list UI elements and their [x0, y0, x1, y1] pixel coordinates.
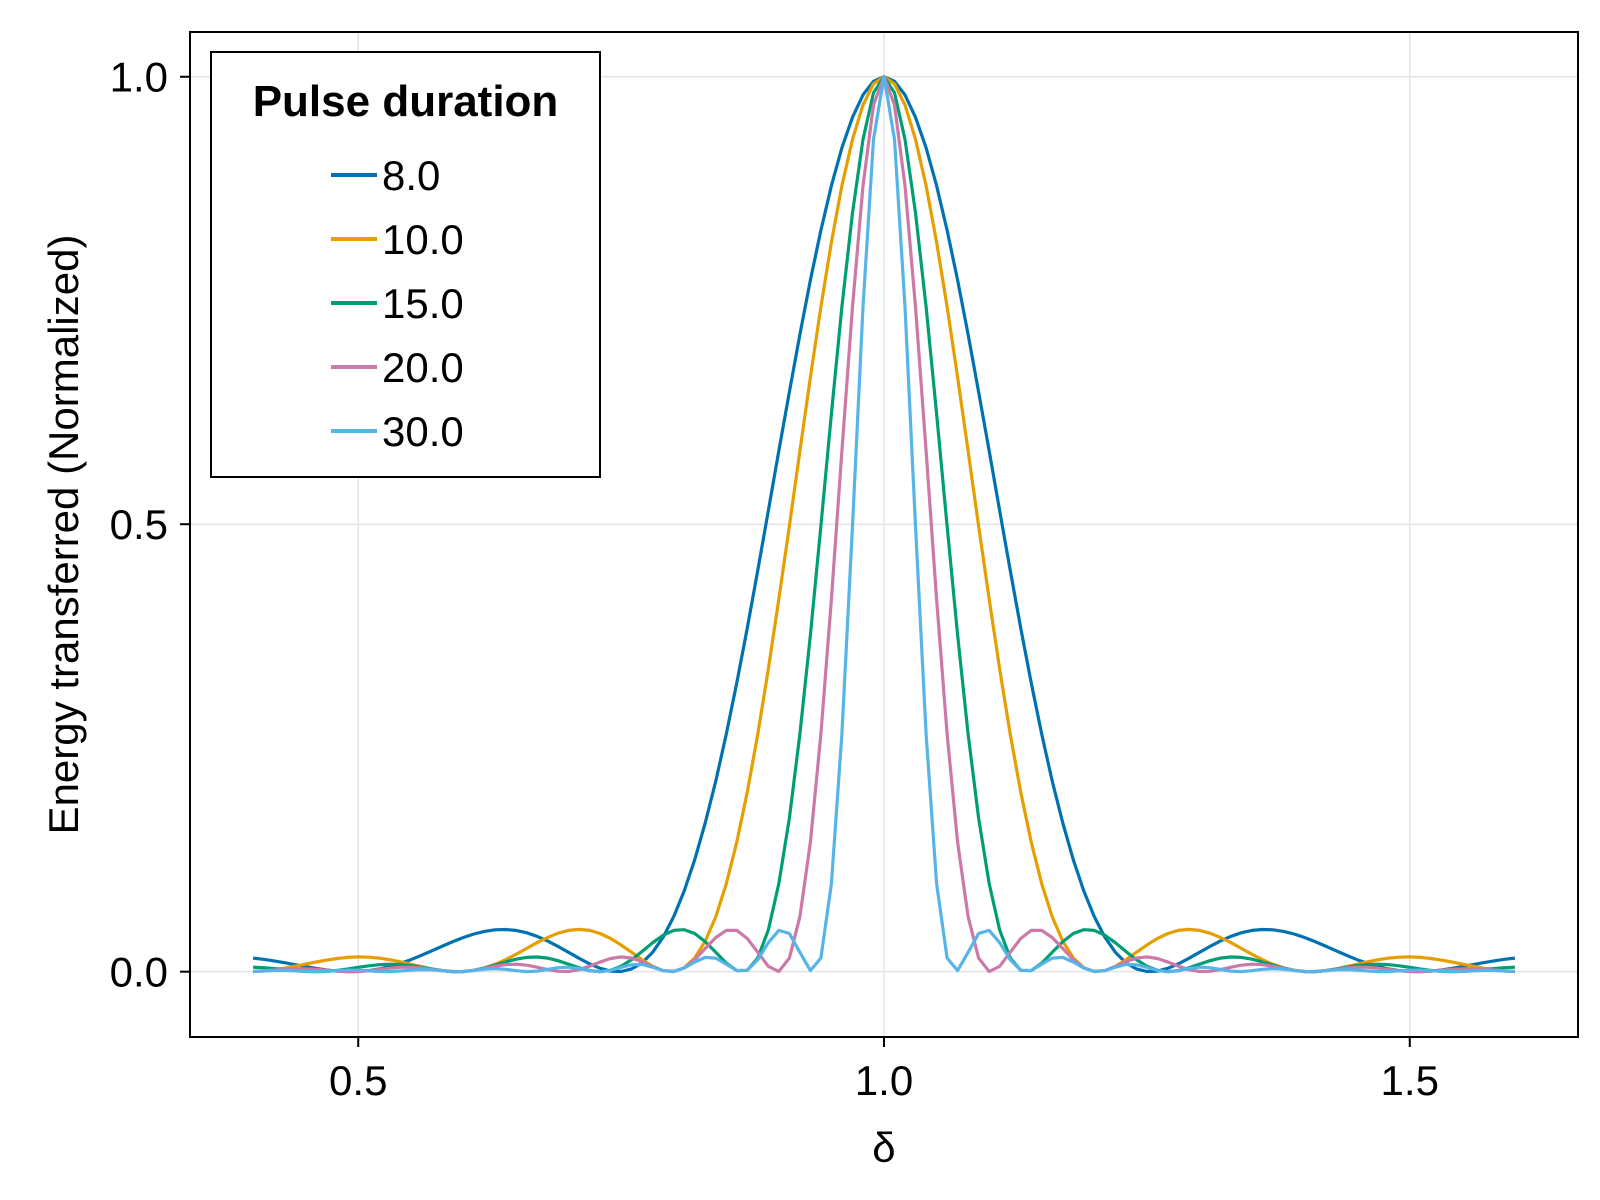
y-tick-label: 1.0: [110, 54, 168, 101]
legend-label-10.0: 10.0: [382, 216, 464, 263]
x-tick-label: 1.5: [1381, 1057, 1439, 1104]
legend-label-8.0: 8.0: [382, 152, 440, 199]
legend-box: [210, 51, 601, 478]
series-lines: [252, 75, 1516, 974]
y-tick-label: 0.5: [110, 501, 168, 548]
series-line-30.0: [253, 75, 1515, 974]
x-tick-label: 1.0: [855, 1057, 913, 1104]
legend-label-20.0: 20.0: [382, 344, 464, 391]
y-axis-label: Energy transferred (Normalized): [40, 235, 87, 835]
axis-ticks: 0.5 1.0 1.5 0.0 0.5 1.0: [110, 54, 1439, 1104]
legend-title: Pulse duration: [253, 77, 559, 126]
legend: Pulse duration 8.0 10.0 15.0 20.0 30.0: [210, 51, 601, 478]
legend-items: 8.0 10.0 15.0 20.0 30.0: [331, 152, 464, 455]
y-tick-label: 0.0: [110, 949, 168, 996]
x-axis-label: δ: [872, 1124, 895, 1171]
legend-label-15.0: 15.0: [382, 280, 464, 327]
x-tick-label: 0.5: [329, 1057, 387, 1104]
legend-label-30.0: 30.0: [382, 408, 464, 455]
